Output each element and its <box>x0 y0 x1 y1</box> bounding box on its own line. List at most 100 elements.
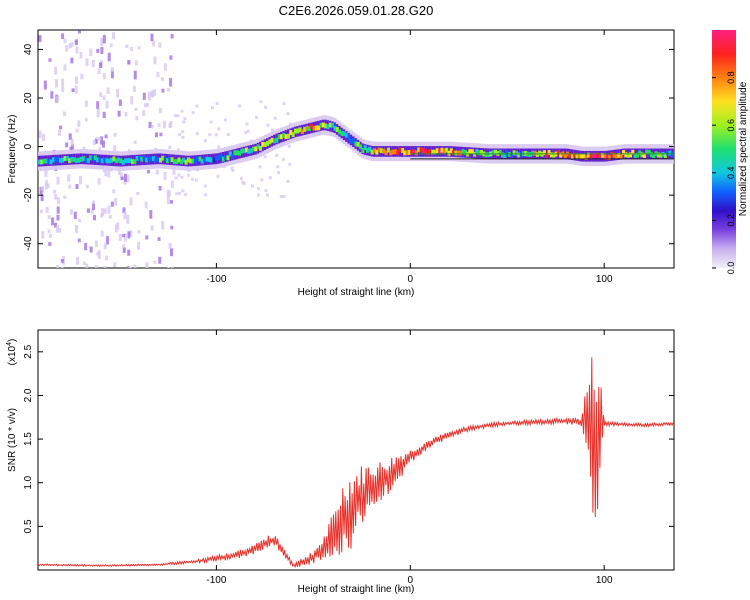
spectrogram-noise-cell <box>170 33 174 39</box>
spectrogram-noise-cell <box>169 55 173 60</box>
spectrogram-noise-cell <box>45 206 49 213</box>
spectrogram-noise-cell <box>94 240 98 248</box>
spectrogram-noise-cell <box>92 139 96 146</box>
spectrogram-noise-cell <box>103 265 107 268</box>
spectrogram-noise-cell <box>90 208 94 214</box>
y-tick-label: -20 <box>23 187 34 202</box>
spectrogram-ridge-cell <box>575 154 579 160</box>
spectrogram-ridge-cell <box>633 153 637 158</box>
spectrogram-ridge-cell <box>270 137 274 143</box>
spectrogram-noise-cell <box>38 35 42 42</box>
spectrogram-ridge-cell <box>96 157 100 163</box>
spectrogram-noise-cell <box>168 145 172 149</box>
spectrogram-noise-cell <box>44 169 48 177</box>
spectrogram-noise-cell <box>50 91 54 99</box>
spectrogram-ridge-cell <box>193 158 197 164</box>
spectrogram-ridge-cell <box>366 147 370 153</box>
snr-y-multiplier-close: ) <box>7 339 18 342</box>
spectrogram-noise-cell <box>112 189 116 194</box>
spectrogram-ridge-cell <box>44 158 48 164</box>
spectrogram-noise-cell <box>177 133 181 137</box>
spectrogram-noise-cell <box>129 46 133 51</box>
y-tick-label: 0 <box>23 143 34 149</box>
spectrogram-ridge-cell <box>275 137 279 143</box>
spectrogram-ridge-cell <box>389 150 393 156</box>
spectrogram-noise-cell <box>53 189 57 194</box>
spectrogram-ridge-cell <box>131 159 135 165</box>
spectrogram-ridge-cell <box>363 145 367 151</box>
spectrogram-noise-cell <box>63 195 67 199</box>
spectrogram-ridge-cell <box>426 150 430 156</box>
spectrogram-noise-cell <box>133 264 137 268</box>
colorbar-tick-label: 0.0 <box>726 262 736 275</box>
spectrogram-noise-cell <box>61 84 65 93</box>
spectrogram-noise-cell <box>118 233 122 241</box>
spectrogram-noise-cell <box>106 87 110 94</box>
spectrogram-noise-cell <box>150 33 154 42</box>
spectrogram-noise-cell <box>40 187 44 191</box>
spectrogram-noise-cell <box>152 40 156 47</box>
spectrogram-ridge-cell <box>138 155 142 161</box>
spectrogram-noise-cell <box>61 33 65 40</box>
spectrogram-noise-cell <box>56 206 60 214</box>
spectrogram-noise-cell <box>158 42 162 48</box>
spectrogram-ridge-cell <box>505 150 509 156</box>
snr-series-line <box>38 357 674 569</box>
spectrogram-noise-cell <box>40 194 44 201</box>
spectrogram-ridge-cell <box>503 153 507 158</box>
spectrogram-ridge-cell <box>233 150 237 156</box>
spectrogram-noise-cell <box>282 102 286 106</box>
spectrogram-ridge-cell <box>370 149 374 155</box>
spectrogram-ridge-cell <box>668 150 672 156</box>
spectrogram-ridge-cell <box>424 148 428 154</box>
spectrogram-noise-cell <box>85 263 89 268</box>
spectrogram-ridge-cell <box>626 152 630 158</box>
x-tick-label: 100 <box>596 575 613 586</box>
spectrogram-ridge-cell <box>568 152 572 158</box>
snr-marks <box>38 357 674 569</box>
spectrogram-noise-cell <box>276 165 280 169</box>
spectrogram-ridge-cell <box>154 157 158 163</box>
spectrogram-noise-cell <box>133 70 137 80</box>
spectrogram-ridge-cell <box>582 153 586 159</box>
spectrogram-ridge-cell <box>635 152 639 158</box>
spectrogram-noise-cell <box>286 179 290 183</box>
spectrogram-noise-cell <box>128 267 132 268</box>
spectrogram-noise-cell <box>56 176 60 185</box>
spectrogram-ridge-cell <box>205 156 209 162</box>
spectrogram-ridge-cell <box>475 149 479 154</box>
spectrogram-noise-cell <box>74 39 78 46</box>
spectrogram-ridge-cell <box>445 147 449 153</box>
spectrogram-ridge-cell <box>70 156 74 162</box>
spectrogram-ridge-cell <box>615 154 619 160</box>
spectrogram-noise-cell <box>56 264 60 268</box>
spectrogram-ridge-cell <box>610 151 614 157</box>
spectrogram-ridge-cell <box>210 157 214 163</box>
colorbar-tick-label: 0.8 <box>726 71 736 84</box>
spectrogram-ridge-cell <box>77 157 81 163</box>
spectrogram-noise-cell <box>170 225 174 230</box>
spectrogram-ridge-cell <box>382 148 386 154</box>
spectrogram-ridge-cell <box>293 128 297 134</box>
spectrogram-noise-cell <box>132 85 136 92</box>
colorbar-tick-label: 0.2 <box>726 214 736 227</box>
spectrogram-ridge-cell <box>605 154 609 160</box>
spectrogram-ridge-cell <box>547 150 551 155</box>
spectrogram-noise-cell <box>65 142 69 148</box>
spectrogram-ridge-cell <box>56 156 60 162</box>
spectrogram-ridge-cell <box>531 150 535 156</box>
colorbar: 0.0 0.2 0.4 0.6 0.8 Normalized spectral ampl… <box>712 30 749 274</box>
spectrogram-noise-cell <box>260 178 264 182</box>
spectrogram-noise-cell <box>61 78 65 85</box>
spectrogram-ridge-cell <box>314 125 318 131</box>
spectrogram-noise-cell <box>80 73 84 80</box>
spectrogram-ridge-cell <box>601 152 605 158</box>
spectrogram-noise-cell <box>169 121 173 127</box>
colorbar-tick-label: 0.6 <box>726 119 736 132</box>
spectrogram-noise-cell <box>169 200 173 204</box>
spectrogram-noise-cell <box>38 130 42 139</box>
spectrogram-noise-cell <box>270 128 274 132</box>
spectrogram-ridge-cell <box>517 152 521 158</box>
spectrogram-ridge-cell <box>279 134 283 140</box>
